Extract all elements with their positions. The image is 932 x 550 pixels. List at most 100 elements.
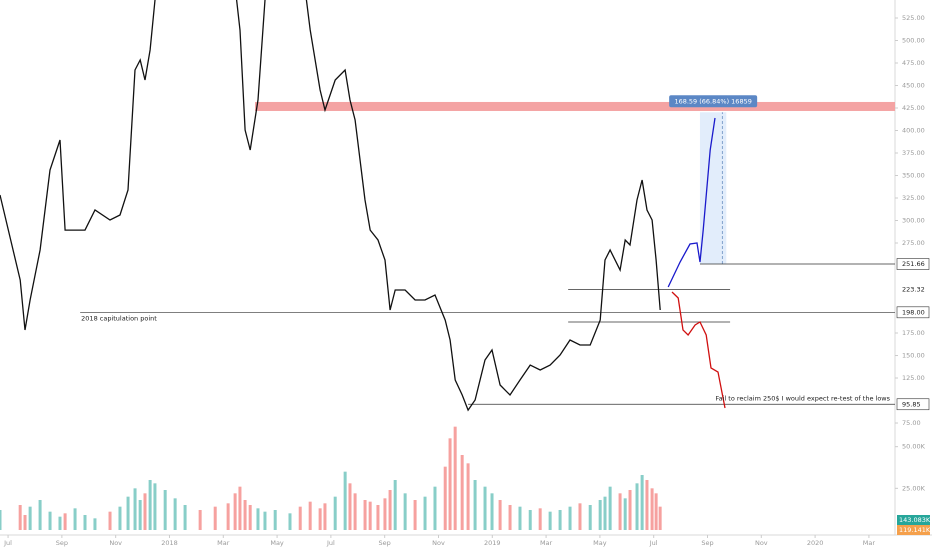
y-tick-label: 450.00 — [902, 82, 925, 90]
volume-bar — [443, 466, 447, 530]
y-tick-label: 350.00 — [902, 172, 925, 180]
volume-bar — [348, 483, 352, 530]
volume-bar — [198, 510, 202, 530]
price-tag: 251.66 — [902, 260, 925, 268]
volume-bar — [640, 475, 644, 530]
volume-tag-box — [897, 515, 930, 525]
x-tick-label: Jul — [326, 539, 335, 547]
y-tick-label: 300.00 — [902, 217, 925, 225]
volume-bar — [618, 493, 622, 530]
volume-bar — [588, 505, 592, 530]
volume-bar — [143, 493, 147, 530]
x-tick-label: Jul — [649, 539, 658, 547]
volume-bar — [558, 510, 562, 530]
price-line — [0, 0, 661, 412]
volume-bar — [363, 500, 367, 530]
volume-bar — [433, 486, 437, 530]
y-tick-label: 75.00 — [902, 419, 921, 427]
volume-bar — [603, 496, 607, 530]
axes: 525.00 500.00 475.00 450.00 425.00 400.00 375.… — [3, 14, 931, 547]
volume-bar — [248, 505, 252, 530]
y2-tick-label: 50.00K — [902, 443, 926, 451]
volume-bar — [645, 480, 649, 530]
y-tick-label: 325.00 — [902, 194, 925, 202]
y-tick-label: 425.00 — [902, 104, 925, 112]
x-tick-label: Mar — [217, 539, 230, 547]
volume-bar — [238, 486, 242, 530]
volume-bar — [173, 498, 177, 530]
volume-bar — [548, 511, 552, 530]
volume-bar — [73, 508, 77, 530]
x-tick-label: May — [270, 539, 284, 547]
x-tick-label: Nov — [432, 539, 445, 547]
level-note: 2018 capitulation point — [81, 314, 157, 322]
price-pane — [0, 0, 895, 412]
resistance-zone — [255, 101, 895, 111]
volume-bar — [528, 510, 532, 530]
volume-bar — [608, 486, 612, 530]
volume-bar — [263, 511, 267, 530]
projection-line — [667, 117, 716, 288]
volume-bar — [28, 506, 32, 530]
y-tick-label: 500.00 — [902, 37, 925, 45]
volume-bar — [368, 501, 372, 530]
volume-bar — [58, 516, 62, 530]
x-tick-label: Sep — [56, 539, 68, 547]
y-tick-label: 400.00 — [902, 127, 925, 135]
volume-bar — [654, 493, 658, 530]
measure-label-box — [669, 95, 758, 108]
volume-bar — [256, 508, 260, 530]
volume-bar — [343, 471, 347, 530]
volume-bar — [148, 480, 152, 530]
volume-bar — [233, 493, 237, 530]
price-tag-box — [896, 398, 930, 411]
measure-label: 168.59 (66.84%) 16859 — [674, 97, 751, 105]
y-tick-label: 125.00 — [902, 374, 925, 382]
volume-bar — [460, 455, 464, 530]
price-tag-box — [896, 306, 930, 319]
volume-bar — [490, 493, 494, 530]
x-tick-label: 2018 — [161, 539, 178, 547]
volume-bar — [63, 513, 67, 530]
y-tick-label: 475.00 — [902, 59, 925, 67]
price-tag: 223.32 — [902, 286, 925, 294]
volume-bar — [93, 518, 97, 530]
volume-bar — [118, 506, 122, 530]
volume-bar — [403, 493, 407, 530]
volume-pane — [0, 426, 662, 530]
volume-bar — [38, 500, 42, 530]
volume-bar — [448, 438, 452, 530]
volume-bar — [243, 500, 247, 530]
volume-bar — [298, 506, 302, 530]
volume-bar — [473, 480, 477, 530]
volume-bar — [578, 503, 582, 530]
volume-bar — [48, 511, 52, 530]
volume-bar — [126, 496, 130, 530]
volume-bar — [650, 488, 654, 530]
volume-bar — [623, 498, 627, 530]
volume-bar — [508, 505, 512, 530]
volume-bar — [353, 493, 357, 530]
volume-bar — [538, 508, 542, 530]
volume-bar — [568, 506, 572, 530]
x-tick-label: Mar — [540, 539, 553, 547]
volume-bar — [628, 490, 632, 530]
volume-bar — [138, 500, 142, 530]
volume-bar — [226, 503, 230, 530]
x-tick-label: May — [593, 539, 607, 547]
volume-bar — [23, 515, 27, 530]
projection-line — [671, 291, 726, 409]
x-tick-label: Sep — [701, 539, 713, 547]
volume-bar — [183, 505, 187, 530]
volume-bar — [376, 505, 380, 530]
volume-bar — [466, 463, 470, 530]
y-tick-label: 150.00 — [902, 352, 925, 360]
volume-bar — [213, 506, 217, 530]
volume-bar — [163, 490, 167, 530]
volume-bar — [153, 483, 157, 530]
y-tick-label: 275.00 — [902, 239, 925, 247]
x-tick-label: Mar — [863, 539, 876, 547]
volume-bar — [108, 511, 112, 530]
